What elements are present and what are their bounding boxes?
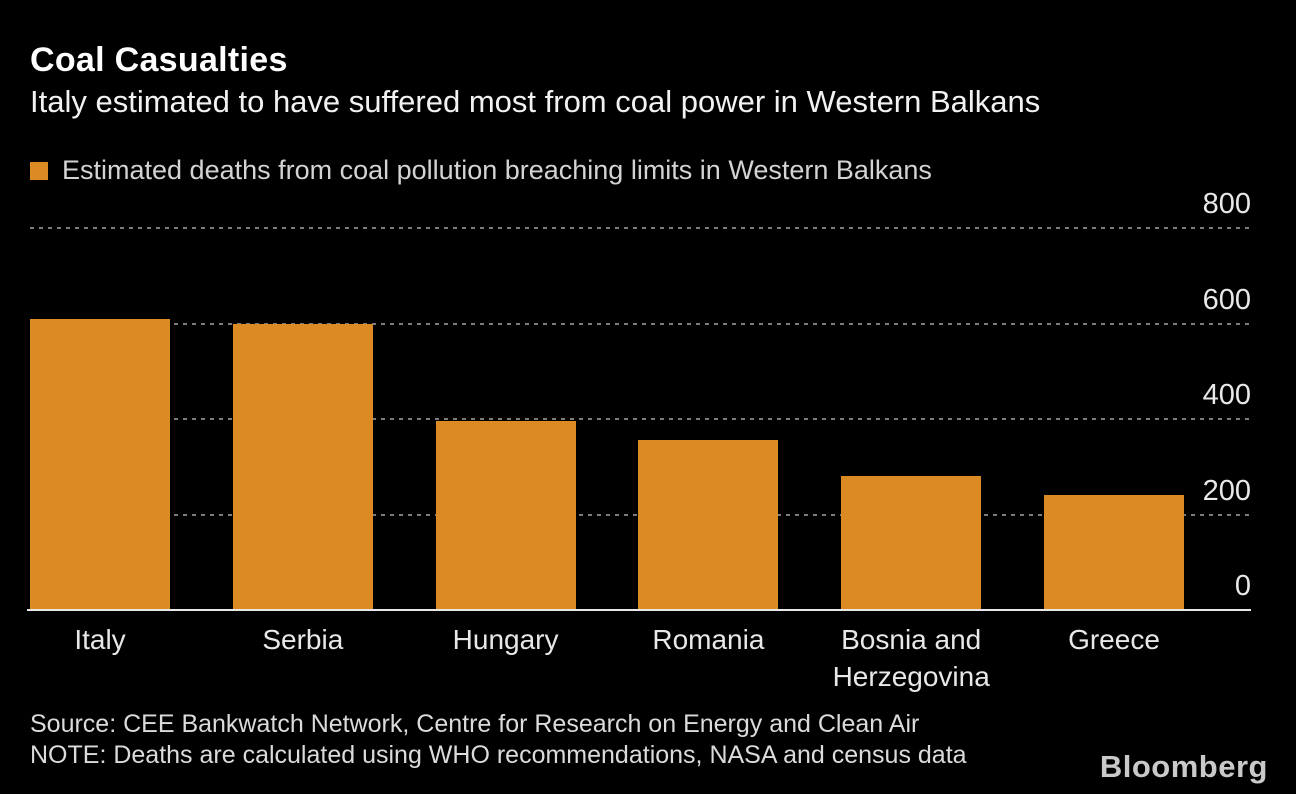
x-label-greece: Greece — [1068, 624, 1160, 655]
x-label-bosnia-and-herzegovina: Bosnia and Herzegovina — [832, 624, 990, 692]
x-label-romania: Romania — [652, 624, 765, 655]
note-text: NOTE: Deaths are calculated using WHO re… — [30, 741, 967, 769]
legend-label: Estimated deaths from coal pollution bre… — [62, 155, 932, 185]
source-text: Source: CEE Bankwatch Network, Centre fo… — [30, 710, 920, 738]
legend-swatch-icon — [30, 161, 48, 180]
y-tick-600: 600 — [1202, 283, 1251, 316]
chart-title: Coal Casualties — [30, 41, 288, 79]
bar-italy — [30, 318, 170, 610]
bar-serbia — [232, 323, 373, 610]
bar-hungary — [435, 421, 576, 610]
bar-romania — [638, 440, 779, 610]
footer: Source: CEE Bankwatch Network, Centre fo… — [30, 709, 967, 771]
y-tick-0: 0 — [1234, 570, 1251, 602]
y-tick-400: 400 — [1202, 379, 1251, 411]
x-label-hungary: Hungary — [452, 624, 559, 655]
x-label-serbia: Serbia — [262, 624, 344, 655]
y-tick-800: 800 — [1202, 188, 1251, 220]
gridline-400 — [30, 418, 1251, 420]
bar-bosnia-and-herzegovina — [841, 476, 982, 610]
x-axis-line — [27, 609, 1251, 611]
y-tick-200: 200 — [1202, 474, 1251, 507]
bar-greece — [1044, 495, 1184, 610]
gridline-800 — [30, 227, 1251, 229]
legend: Estimated deaths from coal pollution bre… — [30, 155, 932, 186]
gridline-600 — [30, 322, 1251, 325]
bloomberg-logo: Bloomberg — [1099, 749, 1268, 784]
x-label-italy: Italy — [74, 624, 126, 655]
chart-subtitle: Italy estimated to have suffered most fr… — [30, 84, 1041, 119]
